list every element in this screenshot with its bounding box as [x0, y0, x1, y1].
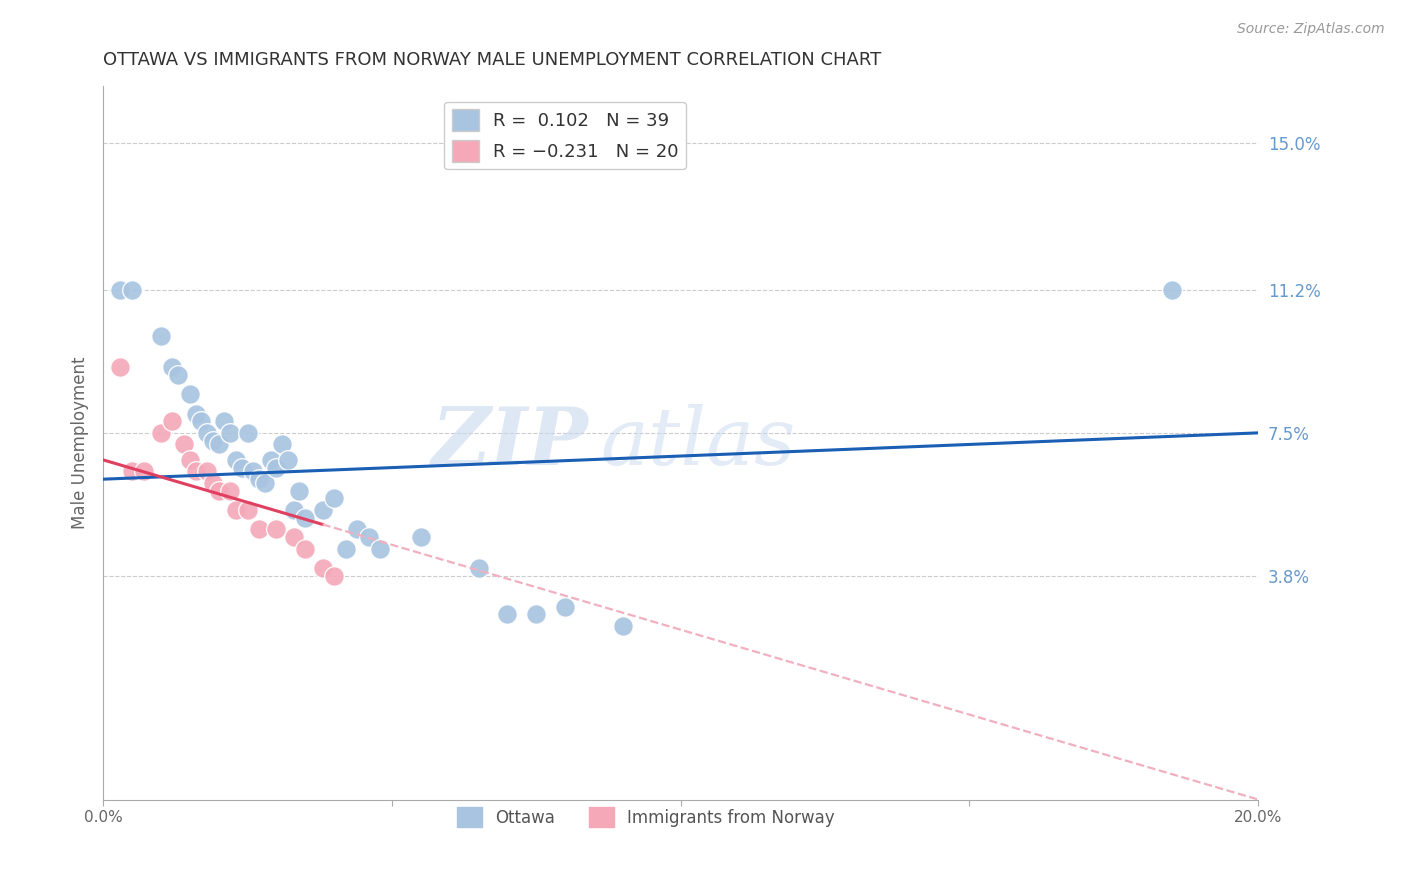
Point	[201, 434, 224, 448]
Point	[288, 483, 311, 498]
Point	[231, 460, 253, 475]
Point	[219, 483, 242, 498]
Point	[323, 491, 346, 506]
Point	[110, 360, 132, 375]
Point	[195, 465, 218, 479]
Point	[612, 619, 634, 633]
Point	[554, 599, 576, 614]
Point	[409, 530, 432, 544]
Point	[208, 437, 231, 451]
Point	[121, 465, 143, 479]
Point	[201, 476, 224, 491]
Point	[357, 530, 380, 544]
Point	[259, 453, 281, 467]
Text: OTTAWA VS IMMIGRANTS FROM NORWAY MALE UNEMPLOYMENT CORRELATION CHART: OTTAWA VS IMMIGRANTS FROM NORWAY MALE UN…	[103, 51, 882, 69]
Point	[190, 414, 212, 428]
Point	[179, 453, 201, 467]
Text: atlas: atlas	[600, 404, 796, 482]
Point	[323, 568, 346, 582]
Point	[167, 368, 190, 382]
Point	[225, 453, 247, 467]
Point	[214, 414, 236, 428]
Point	[242, 465, 264, 479]
Point	[173, 437, 195, 451]
Point	[294, 541, 316, 556]
Point	[179, 387, 201, 401]
Point	[162, 414, 184, 428]
Point	[467, 561, 489, 575]
Point	[219, 425, 242, 440]
Point	[208, 483, 231, 498]
Point	[253, 476, 276, 491]
Point	[247, 472, 270, 486]
Point	[236, 503, 259, 517]
Point	[225, 503, 247, 517]
Point	[271, 437, 294, 451]
Point	[149, 329, 172, 343]
Point	[311, 503, 333, 517]
Point	[311, 561, 333, 575]
Point	[370, 541, 392, 556]
Point	[524, 607, 547, 622]
Point	[195, 425, 218, 440]
Point	[132, 465, 155, 479]
Point	[1160, 283, 1182, 297]
Text: ZIP: ZIP	[432, 404, 588, 482]
Point	[236, 425, 259, 440]
Point	[294, 510, 316, 524]
Text: Source: ZipAtlas.com: Source: ZipAtlas.com	[1237, 22, 1385, 37]
Point	[266, 460, 288, 475]
Point	[346, 522, 368, 536]
Point	[496, 607, 519, 622]
Point	[247, 522, 270, 536]
Point	[162, 360, 184, 375]
Point	[184, 465, 207, 479]
Point	[121, 283, 143, 297]
Point	[335, 541, 357, 556]
Point	[283, 530, 305, 544]
Point	[266, 522, 288, 536]
Point	[149, 425, 172, 440]
Legend: Ottawa, Immigrants from Norway: Ottawa, Immigrants from Norway	[450, 800, 841, 834]
Point	[277, 453, 299, 467]
Y-axis label: Male Unemployment: Male Unemployment	[72, 356, 89, 529]
Point	[184, 407, 207, 421]
Point	[283, 503, 305, 517]
Point	[110, 283, 132, 297]
